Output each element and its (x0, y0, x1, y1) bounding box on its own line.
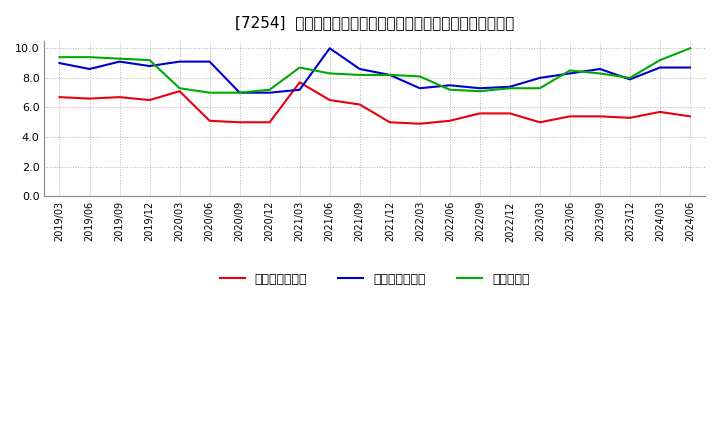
買入債務回転率 (566, 71, 575, 76)
Legend: 売上債権回転率, 買入債務回転率, 在庫回転率: 売上債権回転率, 買入債務回転率, 在庫回転率 (215, 268, 535, 291)
在庫回転率 (385, 72, 394, 77)
在庫回転率 (115, 56, 124, 61)
買入債務回転率 (85, 66, 94, 72)
売上債権回転率 (505, 111, 514, 116)
売上債権回転率 (115, 95, 124, 100)
売上債権回転率 (55, 95, 64, 100)
Line: 在庫回転率: 在庫回転率 (60, 48, 690, 93)
売上債権回転率 (656, 109, 665, 114)
在庫回転率 (205, 90, 214, 95)
在庫回転率 (656, 58, 665, 63)
在庫回転率 (595, 71, 604, 76)
在庫回転率 (55, 55, 64, 60)
売上債権回転率 (85, 96, 94, 101)
売上債権回転率 (266, 120, 274, 125)
買入債務回転率 (385, 72, 394, 77)
売上債権回転率 (626, 115, 634, 121)
買入債務回転率 (325, 46, 334, 51)
Line: 買入債務回転率: 買入債務回転率 (60, 48, 690, 93)
買入債務回転率 (205, 59, 214, 64)
買入債務回転率 (536, 75, 544, 81)
売上債権回転率 (595, 114, 604, 119)
在庫回転率 (566, 68, 575, 73)
売上債権回転率 (566, 114, 575, 119)
在庫回転率 (536, 86, 544, 91)
買入債務回転率 (55, 60, 64, 66)
買入債務回転率 (446, 83, 454, 88)
売上債権回転率 (536, 120, 544, 125)
在庫回転率 (295, 65, 304, 70)
売上債権回転率 (475, 111, 484, 116)
売上債権回転率 (356, 102, 364, 107)
買入債務回転率 (295, 87, 304, 92)
売上債権回転率 (446, 118, 454, 124)
在庫回転率 (446, 87, 454, 92)
在庫回転率 (175, 86, 184, 91)
在庫回転率 (475, 88, 484, 94)
買入債務回転率 (656, 65, 665, 70)
在庫回転率 (325, 71, 334, 76)
在庫回転率 (235, 90, 244, 95)
買入債務回転率 (175, 59, 184, 64)
買入債務回転率 (235, 90, 244, 95)
売上債権回転率 (205, 118, 214, 124)
Title: [7254]  売上債権回転率、買入債務回転率、在庫回転率の推移: [7254] 売上債権回転率、買入債務回転率、在庫回転率の推移 (235, 15, 514, 30)
売上債権回転率 (235, 120, 244, 125)
売上債権回転率 (415, 121, 424, 126)
在庫回転率 (415, 74, 424, 79)
買入債務回転率 (505, 84, 514, 89)
売上債権回転率 (325, 97, 334, 103)
在庫回転率 (85, 55, 94, 60)
在庫回転率 (356, 72, 364, 77)
Line: 売上債権回転率: 売上債権回転率 (60, 82, 690, 124)
買入債務回転率 (685, 65, 694, 70)
売上債権回転率 (145, 97, 154, 103)
在庫回転率 (266, 87, 274, 92)
買入債務回転率 (145, 63, 154, 69)
買入債務回転率 (595, 66, 604, 72)
買入債務回転率 (626, 77, 634, 82)
売上債権回転率 (385, 120, 394, 125)
買入債務回転率 (475, 86, 484, 91)
買入債務回転率 (266, 90, 274, 95)
在庫回転率 (145, 58, 154, 63)
買入債務回転率 (415, 86, 424, 91)
売上債権回転率 (175, 88, 184, 94)
在庫回転率 (626, 75, 634, 81)
買入債務回転率 (356, 66, 364, 72)
売上債権回転率 (295, 80, 304, 85)
売上債権回転率 (685, 114, 694, 119)
在庫回転率 (685, 46, 694, 51)
買入債務回転率 (115, 59, 124, 64)
在庫回転率 (505, 86, 514, 91)
